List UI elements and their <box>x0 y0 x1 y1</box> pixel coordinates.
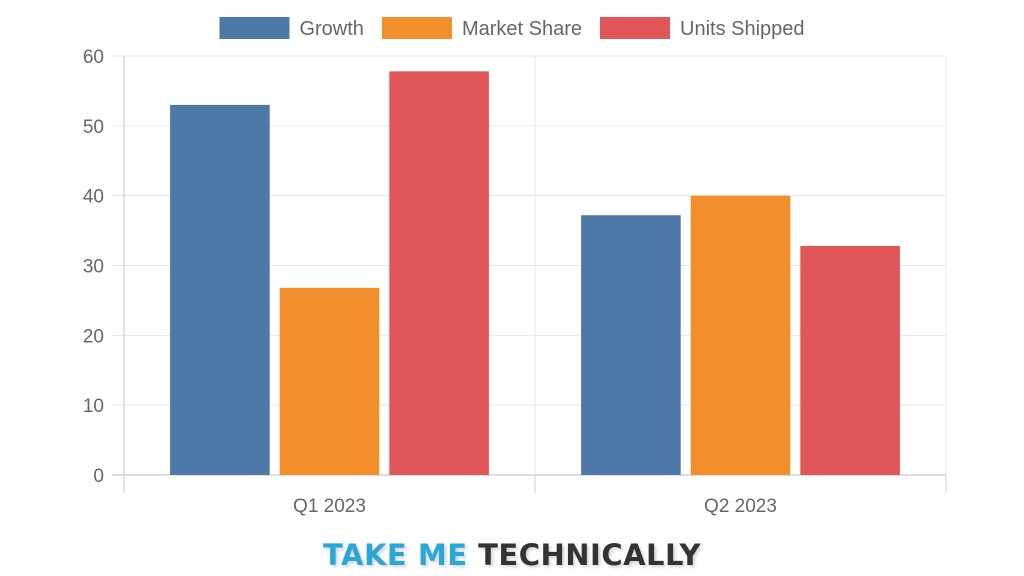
y-tick-label: 60 <box>83 47 104 68</box>
legend-swatch-market-share[interactable] <box>381 17 452 39</box>
bar-units-shipped-1[interactable] <box>389 71 489 475</box>
x-tick-label: Q2 2023 <box>704 496 777 517</box>
legend-swatch-units-shipped[interactable] <box>600 17 670 39</box>
bar-growth-1[interactable] <box>170 104 270 475</box>
bar-market-share-2[interactable] <box>690 195 791 475</box>
x-tick-label: Q1 2023 <box>293 496 366 517</box>
brand-watermark: TAKE ME TECHNICALLY <box>0 538 1024 572</box>
legend-label-market-share[interactable]: Market Share <box>462 18 582 40</box>
bar-market-share-1[interactable] <box>279 287 380 475</box>
y-tick-label: 20 <box>83 326 104 347</box>
brand-text-technically: TECHNICALLY <box>478 538 701 572</box>
bars <box>170 71 900 475</box>
y-tick-label: 30 <box>83 257 104 278</box>
y-tick-label: 50 <box>83 117 104 138</box>
legend-label-growth[interactable]: Growth <box>299 18 363 40</box>
axes: 0 10 20 30 40 50 60 Q1 2023 Q2 2023 <box>83 47 947 517</box>
bar-units-shipped-2[interactable] <box>800 245 900 475</box>
y-tick-label: 0 <box>93 466 104 487</box>
legend-label-units-shipped[interactable]: Units Shipped <box>680 18 805 40</box>
y-tick-label: 10 <box>83 396 104 417</box>
brand-text-take-me: TAKE ME <box>322 538 468 572</box>
y-tick-label: 40 <box>83 187 104 208</box>
bar-growth-2[interactable] <box>581 215 681 475</box>
legend-swatch-growth[interactable] <box>219 17 290 39</box>
legend[interactable]: Growth Market Share Units Shipped <box>219 17 805 40</box>
